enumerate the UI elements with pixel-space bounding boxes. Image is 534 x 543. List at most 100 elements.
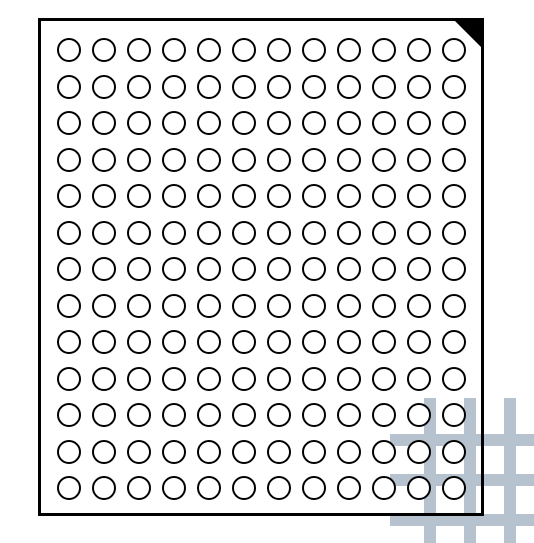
solder-ball	[372, 38, 396, 62]
solder-ball	[232, 476, 256, 500]
solder-ball	[337, 367, 361, 391]
solder-ball	[232, 257, 256, 281]
solder-ball	[57, 330, 81, 354]
solder-ball	[162, 294, 186, 318]
solder-ball	[57, 221, 81, 245]
solder-ball	[197, 111, 221, 135]
solder-ball	[267, 476, 291, 500]
solder-ball	[92, 111, 116, 135]
solder-ball	[442, 330, 466, 354]
solder-ball	[127, 257, 151, 281]
solder-ball	[197, 403, 221, 427]
solder-ball	[407, 476, 431, 500]
solder-ball	[197, 184, 221, 208]
solder-ball	[267, 148, 291, 172]
solder-ball	[442, 440, 466, 464]
solder-ball	[267, 367, 291, 391]
solder-ball	[127, 221, 151, 245]
solder-ball	[57, 148, 81, 172]
solder-ball	[232, 330, 256, 354]
solder-ball	[302, 75, 326, 99]
solder-ball	[232, 148, 256, 172]
solder-ball	[267, 403, 291, 427]
solder-ball	[92, 184, 116, 208]
solder-ball	[372, 367, 396, 391]
solder-ball	[57, 476, 81, 500]
solder-ball	[442, 476, 466, 500]
solder-ball	[232, 184, 256, 208]
solder-ball	[92, 38, 116, 62]
solder-ball	[302, 403, 326, 427]
solder-ball	[372, 403, 396, 427]
solder-ball	[162, 75, 186, 99]
solder-ball	[162, 257, 186, 281]
solder-ball	[92, 148, 116, 172]
solder-ball	[302, 440, 326, 464]
solder-ball	[337, 38, 361, 62]
solder-ball	[57, 257, 81, 281]
solder-ball	[127, 330, 151, 354]
solder-ball	[127, 367, 151, 391]
solder-ball	[372, 75, 396, 99]
solder-ball	[372, 330, 396, 354]
solder-ball	[162, 403, 186, 427]
solder-ball	[232, 294, 256, 318]
solder-ball	[267, 75, 291, 99]
solder-ball	[127, 38, 151, 62]
solder-ball	[92, 367, 116, 391]
solder-ball	[337, 111, 361, 135]
solder-ball	[127, 403, 151, 427]
solder-ball	[92, 221, 116, 245]
solder-ball	[57, 38, 81, 62]
solder-ball	[232, 111, 256, 135]
solder-ball	[267, 38, 291, 62]
solder-ball	[232, 221, 256, 245]
solder-ball	[372, 440, 396, 464]
solder-ball	[407, 221, 431, 245]
solder-ball	[407, 403, 431, 427]
solder-ball	[197, 38, 221, 62]
solder-ball	[407, 367, 431, 391]
solder-ball	[92, 294, 116, 318]
solder-ball	[162, 367, 186, 391]
solder-ball	[232, 367, 256, 391]
solder-ball	[197, 330, 221, 354]
solder-ball	[442, 221, 466, 245]
solder-ball	[302, 257, 326, 281]
solder-ball	[337, 403, 361, 427]
solder-ball	[197, 367, 221, 391]
solder-ball	[442, 257, 466, 281]
solder-ball	[442, 184, 466, 208]
solder-ball	[92, 330, 116, 354]
solder-ball	[127, 184, 151, 208]
solder-ball	[197, 148, 221, 172]
solder-ball	[372, 476, 396, 500]
solder-ball	[92, 75, 116, 99]
solder-ball	[162, 184, 186, 208]
solder-ball	[442, 367, 466, 391]
solder-ball	[302, 38, 326, 62]
solder-ball	[232, 440, 256, 464]
solder-ball	[407, 38, 431, 62]
solder-ball	[337, 294, 361, 318]
solder-ball	[407, 75, 431, 99]
solder-ball	[302, 111, 326, 135]
solder-ball	[407, 184, 431, 208]
solder-ball	[442, 148, 466, 172]
solder-ball	[57, 184, 81, 208]
solder-ball	[197, 75, 221, 99]
solder-ball	[162, 148, 186, 172]
solder-ball	[267, 111, 291, 135]
solder-ball	[442, 294, 466, 318]
solder-ball	[127, 476, 151, 500]
solder-ball	[442, 111, 466, 135]
solder-ball	[372, 184, 396, 208]
solder-ball	[127, 111, 151, 135]
solder-ball	[197, 257, 221, 281]
solder-ball	[197, 294, 221, 318]
solder-ball	[162, 111, 186, 135]
solder-ball	[232, 75, 256, 99]
solder-ball	[407, 111, 431, 135]
solder-ball	[442, 38, 466, 62]
solder-ball	[197, 476, 221, 500]
